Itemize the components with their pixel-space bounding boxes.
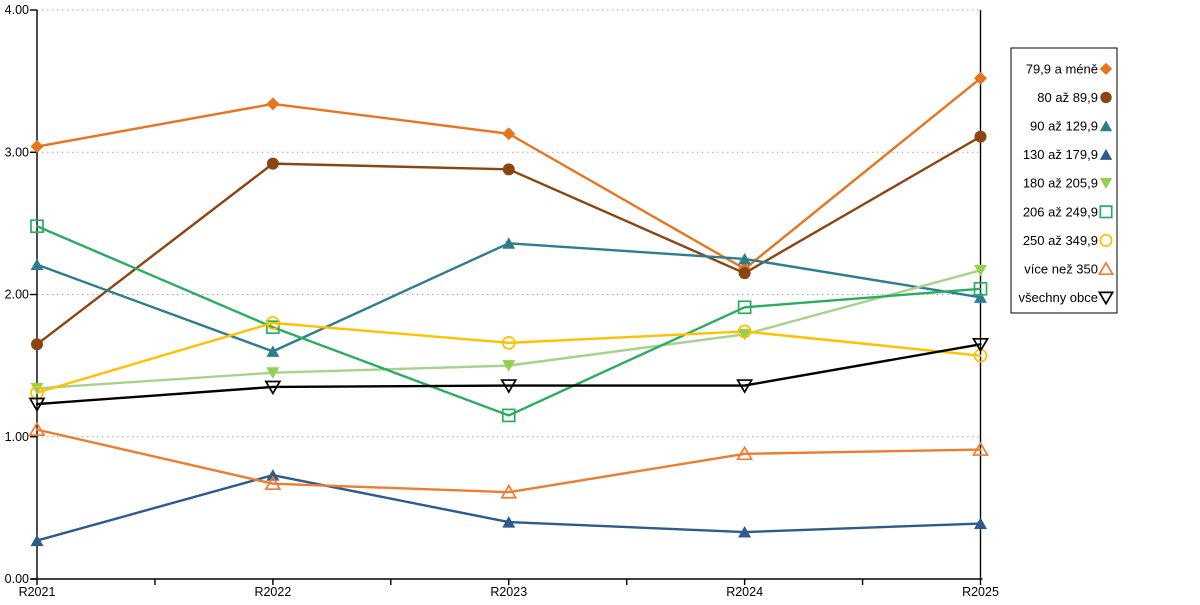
marker-square-open xyxy=(737,300,752,315)
marker-triangle-down-open xyxy=(972,337,989,353)
legend-item-label: 90 až 129,9 xyxy=(1030,119,1098,134)
marker-circle-open xyxy=(1099,233,1113,247)
marker-square-open xyxy=(30,219,44,234)
marker-triangle-up xyxy=(1099,120,1113,132)
legend-item-label: 79,9 a méně xyxy=(1026,61,1098,76)
marker-triangle-down xyxy=(30,382,44,395)
marker-triangle-down-open xyxy=(28,397,46,413)
legend-item-label: 250 až 349,9 xyxy=(1023,233,1098,248)
marker-triangle-down-open xyxy=(500,379,518,394)
marker-triangle-down xyxy=(266,367,280,379)
legend-item-label: více než 350 xyxy=(1024,261,1098,276)
marker-triangle-up xyxy=(30,258,44,271)
marker-diamond xyxy=(1099,62,1113,76)
marker-triangle-up xyxy=(266,345,280,357)
marker-triangle-down-open xyxy=(736,379,754,394)
marker-triangle-down-open xyxy=(264,380,282,396)
y-axis-tick-label: 0.00 xyxy=(5,572,29,586)
marker-triangle-up-open xyxy=(736,445,754,461)
marker-triangle-down xyxy=(974,264,987,277)
legend-item-label: 180 až 205,9 xyxy=(1023,176,1098,191)
marker-triangle-up xyxy=(738,526,752,538)
series-line xyxy=(35,242,982,353)
marker-triangle-down xyxy=(1099,177,1113,189)
x-axis-tick-label: R2021 xyxy=(19,585,56,599)
marker-triangle-down xyxy=(738,328,752,341)
marker-triangle-up-open xyxy=(500,484,518,499)
x-axis-tick-label: R2024 xyxy=(726,585,763,599)
marker-circle-open xyxy=(266,316,280,330)
x-axis-tick-label: R2025 xyxy=(962,585,999,599)
marker-triangle-down-open xyxy=(1097,291,1115,306)
y-axis-tick-label: 3.00 xyxy=(5,145,29,159)
marker-triangle-up-open xyxy=(972,441,989,456)
marker-triangle-up xyxy=(738,252,752,265)
marker-circle xyxy=(31,338,43,351)
marker-triangle-up xyxy=(502,516,516,528)
series-line xyxy=(35,428,982,494)
marker-triangle-up-open xyxy=(264,475,282,491)
marker-triangle-up-open xyxy=(28,421,46,436)
marker-triangle-up xyxy=(1099,148,1113,160)
y-axis-tick-label: 1.00 xyxy=(5,430,29,444)
marker-square-open xyxy=(501,408,516,423)
marker-square-open xyxy=(1099,205,1113,219)
y-axis-tick-label: 2.00 xyxy=(5,288,29,302)
marker-triangle-up-open xyxy=(1097,261,1115,276)
marker-circle xyxy=(266,157,279,170)
legend-box xyxy=(1010,47,1118,314)
x-axis-tick-label: R2023 xyxy=(490,585,527,599)
marker-triangle-up xyxy=(974,517,987,530)
legend-item-label: 206 až 249,9 xyxy=(1023,204,1098,219)
series-line xyxy=(35,321,982,394)
legend-item-label: 130 až 179,9 xyxy=(1023,147,1098,162)
marker-diamond xyxy=(502,127,516,141)
x-axis-tick-label: R2022 xyxy=(254,585,291,599)
marker-triangle-up xyxy=(974,291,987,303)
marker-circle-open xyxy=(501,336,516,350)
marker-circle xyxy=(502,163,515,176)
y-axis-tick-label: 4.00 xyxy=(5,3,29,17)
marker-diamond xyxy=(30,140,44,154)
marker-circle xyxy=(974,130,987,143)
marker-diamond xyxy=(974,71,987,85)
marker-circle-open xyxy=(737,324,752,339)
series-line xyxy=(35,343,982,406)
series-line xyxy=(35,225,982,417)
marker-triangle-down xyxy=(502,360,516,372)
marker-diamond xyxy=(266,97,280,111)
marker-circle xyxy=(738,267,751,280)
marker-triangle-up xyxy=(502,237,516,249)
marker-triangle-up xyxy=(30,534,44,547)
marker-square-open xyxy=(973,281,988,296)
marker-square-open xyxy=(266,320,280,335)
marker-triangle-up xyxy=(266,469,280,481)
legend-item-label: všechny obce xyxy=(1019,290,1099,305)
legend-item-label: 80 až 89,9 xyxy=(1037,90,1098,105)
marker-circle xyxy=(1100,91,1112,104)
